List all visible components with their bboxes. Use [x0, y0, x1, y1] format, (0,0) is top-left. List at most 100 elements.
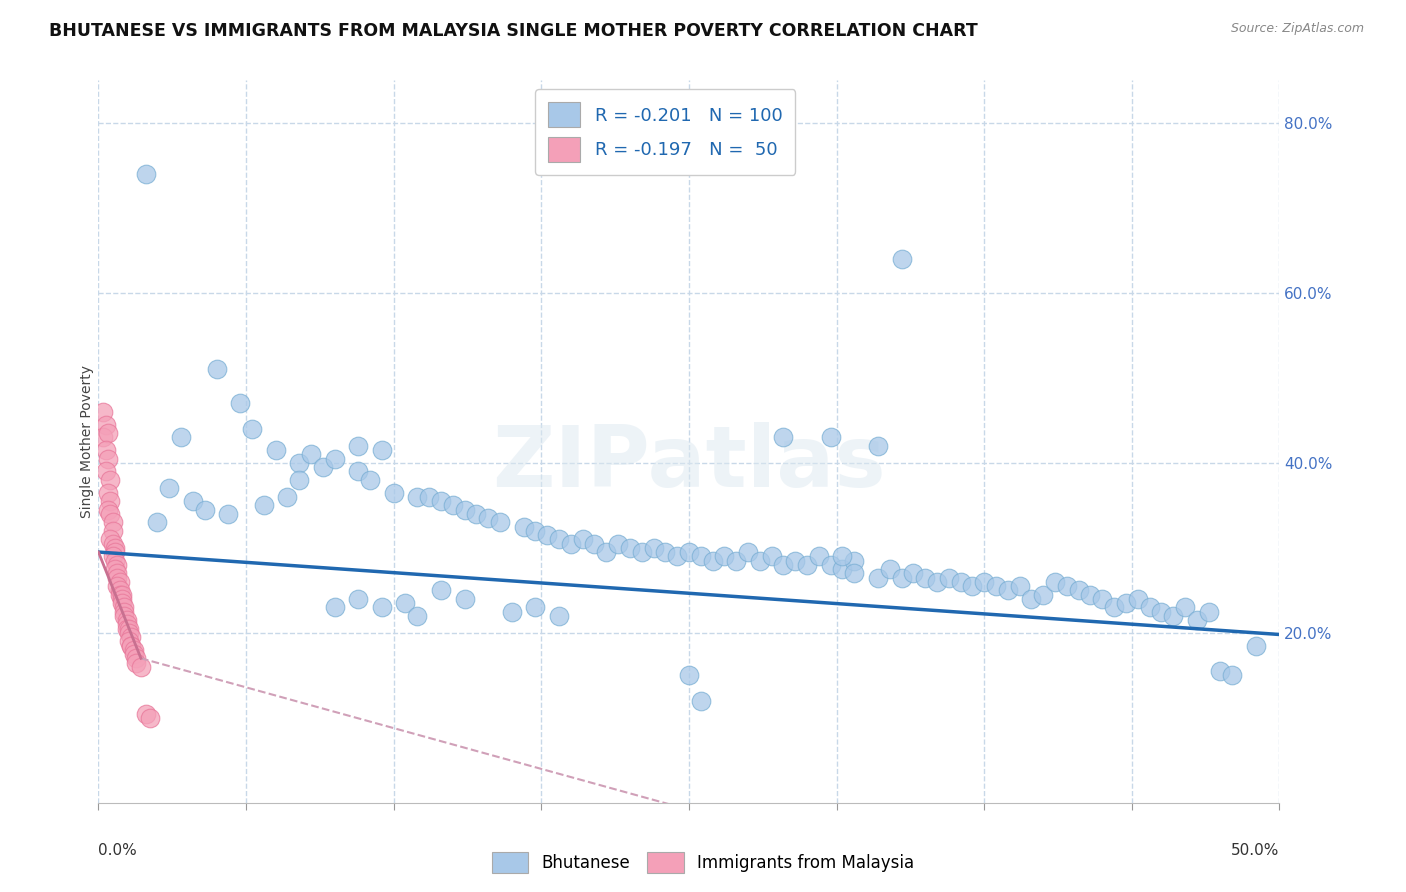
Point	[115, 613, 138, 627]
Point	[97, 485, 120, 500]
Point	[115, 617, 138, 632]
Point	[104, 553, 127, 567]
Point	[430, 583, 453, 598]
Point	[347, 464, 370, 478]
Point	[108, 574, 131, 589]
Point	[571, 533, 593, 547]
Point	[359, 473, 381, 487]
Point	[118, 622, 141, 636]
Point	[111, 591, 134, 606]
Point	[1008, 579, 1031, 593]
Point	[115, 622, 138, 636]
Point	[725, 553, 748, 567]
Point	[111, 596, 134, 610]
Point	[949, 574, 972, 589]
Point	[453, 591, 475, 606]
Point	[104, 545, 127, 559]
Point	[1220, 668, 1243, 682]
Point	[772, 430, 794, 444]
Point	[984, 579, 1007, 593]
Point	[264, 443, 287, 458]
Point	[101, 516, 124, 530]
Point	[820, 558, 842, 572]
Point	[98, 507, 121, 521]
Point	[890, 252, 912, 266]
Point	[785, 553, 807, 567]
Point	[288, 473, 311, 487]
Point	[181, 494, 204, 508]
Point	[595, 545, 617, 559]
Point	[1067, 583, 1090, 598]
Point	[524, 524, 547, 538]
Point	[1185, 613, 1208, 627]
Point	[1056, 579, 1078, 593]
Point	[748, 553, 770, 567]
Point	[104, 541, 127, 555]
Point	[94, 443, 117, 458]
Y-axis label: Single Mother Poverty: Single Mother Poverty	[80, 365, 94, 518]
Point	[194, 502, 217, 516]
Point	[97, 451, 120, 466]
Point	[1174, 600, 1197, 615]
Point	[371, 600, 394, 615]
Point	[831, 549, 853, 564]
Point	[394, 596, 416, 610]
Point	[122, 647, 145, 661]
Point	[118, 634, 141, 648]
Text: ZIPatlas: ZIPatlas	[492, 422, 886, 505]
Point	[903, 566, 925, 581]
Legend: R = -0.201   N = 100, R = -0.197   N =  50: R = -0.201 N = 100, R = -0.197 N = 50	[536, 89, 796, 175]
Point	[323, 451, 346, 466]
Point	[121, 630, 143, 644]
Point	[501, 605, 523, 619]
Point	[1126, 591, 1149, 606]
Point	[382, 485, 405, 500]
Point	[1091, 591, 1114, 606]
Point	[477, 511, 499, 525]
Point	[1021, 591, 1043, 606]
Point	[844, 566, 866, 581]
Text: Source: ZipAtlas.com: Source: ZipAtlas.com	[1230, 22, 1364, 36]
Point	[678, 545, 700, 559]
Point	[112, 600, 135, 615]
Text: 0.0%: 0.0%	[98, 843, 138, 857]
Point	[129, 660, 152, 674]
Point	[962, 579, 984, 593]
Point	[1102, 600, 1125, 615]
Point	[820, 430, 842, 444]
Point	[524, 600, 547, 615]
Point	[796, 558, 818, 572]
Point	[643, 541, 665, 555]
Point	[689, 694, 711, 708]
Point	[430, 494, 453, 508]
Point	[111, 588, 134, 602]
Point	[91, 430, 114, 444]
Point	[217, 507, 239, 521]
Point	[146, 516, 169, 530]
Point	[205, 362, 228, 376]
Point	[98, 533, 121, 547]
Point	[112, 605, 135, 619]
Point	[607, 536, 630, 550]
Point	[94, 464, 117, 478]
Point	[105, 579, 128, 593]
Point	[465, 507, 488, 521]
Point	[938, 570, 960, 584]
Point	[772, 558, 794, 572]
Point	[121, 639, 143, 653]
Point	[157, 481, 180, 495]
Point	[914, 570, 936, 584]
Text: BHUTANESE VS IMMIGRANTS FROM MALAYSIA SINGLE MOTHER POVERTY CORRELATION CHART: BHUTANESE VS IMMIGRANTS FROM MALAYSIA SI…	[49, 22, 979, 40]
Point	[844, 553, 866, 567]
Point	[170, 430, 193, 444]
Point	[866, 439, 889, 453]
Point	[654, 545, 676, 559]
Point	[121, 639, 143, 653]
Point	[879, 562, 901, 576]
Point	[1115, 596, 1137, 610]
Point	[105, 570, 128, 584]
Point	[1139, 600, 1161, 615]
Point	[418, 490, 440, 504]
Point	[489, 516, 512, 530]
Point	[1043, 574, 1066, 589]
